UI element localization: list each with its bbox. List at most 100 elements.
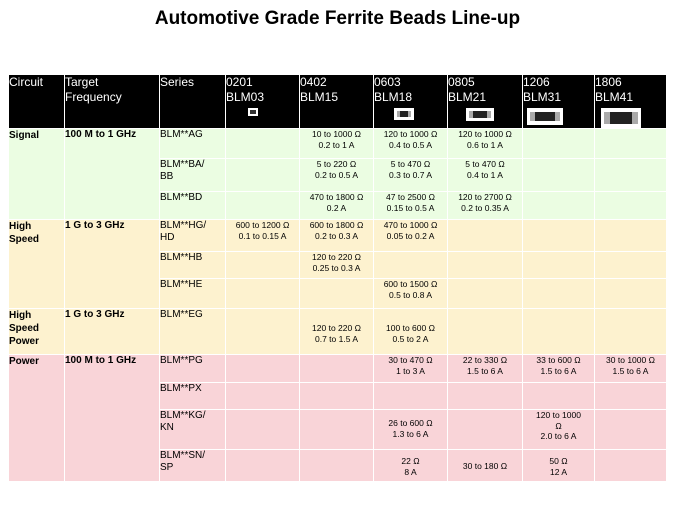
table-row: Signal 100 M to 1 GHz BLM**AG 10 to 1000… (8, 128, 667, 220)
header-freq-line-2: Frequency (65, 90, 122, 104)
value-line: 120 to 1000 Ω (458, 129, 512, 140)
cell-empty (373, 382, 448, 410)
table-row: High Speed 1 G to 3 GHz BLM**HG/HD 600 to… (8, 219, 667, 309)
cell-empty (225, 409, 300, 450)
freq-high-speed: 1 G to 3 GHz (64, 219, 160, 309)
value-line: 470 to 1000 Ω (383, 220, 438, 231)
cell-kg-1206: 120 to 1000 Ω 2.0 to 6 A (522, 409, 595, 450)
cell-empty (522, 191, 595, 220)
circuit-line: High (9, 221, 32, 232)
cell-empty (299, 409, 374, 450)
value-line: 120 to 220 Ω (312, 252, 361, 263)
value-line: 22 Ω (401, 456, 420, 466)
cell-empty (447, 409, 523, 450)
freq-signal: 100 M to 1 GHz (64, 128, 160, 220)
series-line: BLM**HE (160, 279, 203, 291)
circuit-power: Power (8, 354, 65, 482)
value-line: 2.0 to 6 A (540, 431, 577, 441)
cell-empty (373, 251, 448, 279)
value-line: 0.3 to 0.7 A (388, 169, 432, 180)
cell-bd-0805: 120 to 2700 Ω 0.2 to 0.35 A (447, 191, 523, 220)
chip-1806-icon (601, 108, 666, 128)
header-size-0201: 0201 BLM03 (225, 74, 300, 129)
header-row: Circuit Target Frequency Series 0201 BLM… (8, 74, 667, 129)
value-line: 30 to 470 Ω (388, 355, 433, 366)
table-row: BLM**PX (9, 382, 667, 410)
value-line: 0.05 to 0.2 A (386, 230, 435, 241)
series-line: BLM**PG (160, 355, 203, 367)
table-row: BLM**HB 120 to 220 Ω 0.25 to 0.3 A (9, 251, 667, 279)
value-line: 5 to 220 Ω (316, 159, 357, 170)
series-line: BLM**BA/ (160, 159, 205, 171)
table-row: Power 100 M to 1 GHz BLM**PG 30 to 470 Ω… (8, 354, 667, 482)
cell-empty (225, 191, 300, 220)
value-line: 33 to 600 Ω (536, 355, 581, 366)
cell-empty (594, 382, 667, 410)
circuit-high-speed-power: High Speed Power (8, 308, 65, 355)
cell-he-0603: 600 to 1500 Ω 0.5 to 0.8 A (373, 278, 448, 309)
cell-empty (594, 128, 667, 159)
cell-empty (447, 382, 523, 410)
series-line: BLM**BD (160, 192, 203, 204)
circuit-signal: Signal (8, 128, 65, 220)
value-line: 0.2 A (326, 202, 347, 213)
cell-empty (522, 219, 595, 252)
cell-sn-0805: 30 to 180 Ω (447, 449, 523, 482)
series-line: BLM**SN/ (160, 450, 206, 462)
value-line: Ω (555, 420, 562, 431)
series-he: BLM**HE (159, 278, 226, 309)
value-line: 0.4 to 0.5 A (388, 139, 432, 150)
cell-empty (594, 308, 667, 355)
cell-sn-1206: 50 Ω 12 A (522, 449, 595, 482)
cell-pg-1806: 30 to 1000 Ω 1.5 to 6 A (594, 354, 667, 383)
header-size-1206: 1206 BLM31 (522, 74, 595, 129)
cell-empty (594, 219, 667, 252)
series-line: BLM**HG/ (160, 220, 207, 232)
cell-eg-0603: 100 to 600 Ω 0.5 to 2 A (373, 308, 448, 355)
circuit-high-speed: High Speed (8, 219, 65, 309)
page-title: Automotive Grade Ferrite Beads Line-up (154, 8, 521, 29)
size-code: 0603 (374, 75, 401, 90)
cell-empty (522, 128, 595, 159)
series-eg: BLM**EG (159, 308, 226, 355)
series-bd: BLM**BD (159, 191, 226, 220)
cell-empty (299, 278, 374, 309)
chip-0201-icon (248, 108, 299, 116)
chip-0805-icon (466, 108, 522, 121)
cell-hb-0402: 120 to 220 Ω 0.25 to 0.3 A (299, 251, 374, 279)
series-line: BLM**HB (160, 252, 203, 264)
value-line: 1.5 to 6 A (612, 365, 649, 376)
circuit-line: Speed (9, 323, 40, 334)
header-size-0402: 0402 BLM15 (299, 74, 374, 129)
header-circuit: Circuit (8, 74, 65, 129)
cell-ag-0603: 120 to 1000 Ω 0.4 to 0.5 A (373, 128, 448, 159)
size-name: BLM21 (448, 90, 487, 104)
size-name: BLM18 (374, 90, 413, 104)
value-line: 0.25 to 0.3 A (312, 262, 361, 273)
cell-empty (447, 219, 523, 252)
cell-eg-0402: 120 to 220 Ω 0.7 to 1.5 A (299, 308, 374, 355)
cell-empty (225, 251, 300, 279)
series-px: BLM**PX (159, 382, 226, 410)
value-line: 600 to 1800 Ω (309, 220, 364, 231)
size-code: 1806 (595, 75, 622, 90)
cell-empty (594, 409, 667, 450)
series-line: BLM**KG/ (160, 410, 206, 422)
cell-empty (225, 278, 300, 309)
cell-empty (594, 449, 667, 482)
cell-pg-1206: 33 to 600 Ω 1.5 to 6 A (522, 354, 595, 383)
value-line: 0.15 to 0.5 A (386, 202, 435, 213)
value-line: 1.5 to 6 A (467, 365, 503, 376)
cell-empty (225, 449, 300, 482)
cell-bd-0402: 470 to 1800 Ω 0.2 A (299, 191, 374, 220)
cell-ba-0805: 5 to 470 Ω 0.4 to 1 A (447, 158, 523, 192)
circuit-line: Speed (9, 234, 40, 245)
cell-ag-0805: 120 to 1000 Ω 0.6 to 1 A (447, 128, 523, 159)
series-hg: BLM**HG/HD (159, 219, 226, 252)
size-code: 1206 (523, 75, 550, 90)
value-line: 120 to 1000 (536, 410, 581, 421)
value-line: 0.7 to 1.5 A (314, 333, 358, 344)
cell-empty (447, 251, 523, 279)
